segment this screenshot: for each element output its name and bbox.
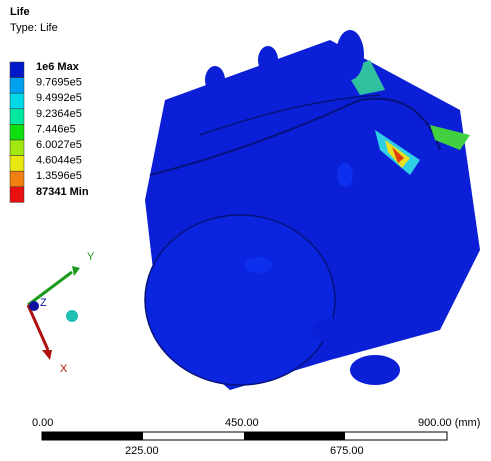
legend-label: 9.7695e5	[36, 77, 82, 89]
legend-swatch	[10, 93, 24, 109]
legend-label: 4.6044e5	[36, 155, 82, 167]
legend-swatch	[10, 140, 24, 156]
legend-label: 9.2364e5	[36, 108, 82, 120]
scale-label: 450.00	[225, 417, 259, 429]
viewport: Life Type: Life 1e6 Max 9.7695e5 9.4992e5 9…	[0, 0, 491, 456]
scale-label: 675.00	[330, 445, 364, 456]
title: Life	[10, 6, 30, 18]
axis-z: Z	[40, 297, 47, 309]
legend-swatch	[10, 124, 24, 140]
legend-swatch	[10, 109, 24, 125]
axis-x: X	[60, 363, 68, 375]
legend-swatch	[10, 171, 24, 187]
legend-label: 7.446e5	[36, 123, 76, 135]
subtitle: Type: Life	[10, 22, 58, 34]
scale-label: 900.00 (mm)	[418, 417, 480, 429]
legend-swatch	[10, 156, 24, 172]
legend-label: 1.3596e5	[36, 170, 82, 182]
legend-label: 87341 Min	[36, 186, 89, 198]
scale-label: 225.00	[125, 445, 159, 456]
scale-label: 0.00	[32, 417, 53, 429]
legend-label: 9.4992e5	[36, 92, 82, 104]
legend-swatch	[10, 62, 24, 78]
legend-swatch	[10, 187, 24, 203]
axis-y: Y	[87, 251, 95, 263]
legend-label: 6.0027e5	[36, 139, 82, 151]
legend-label: 1e6 Max	[36, 61, 80, 73]
legend-swatch	[10, 78, 24, 94]
